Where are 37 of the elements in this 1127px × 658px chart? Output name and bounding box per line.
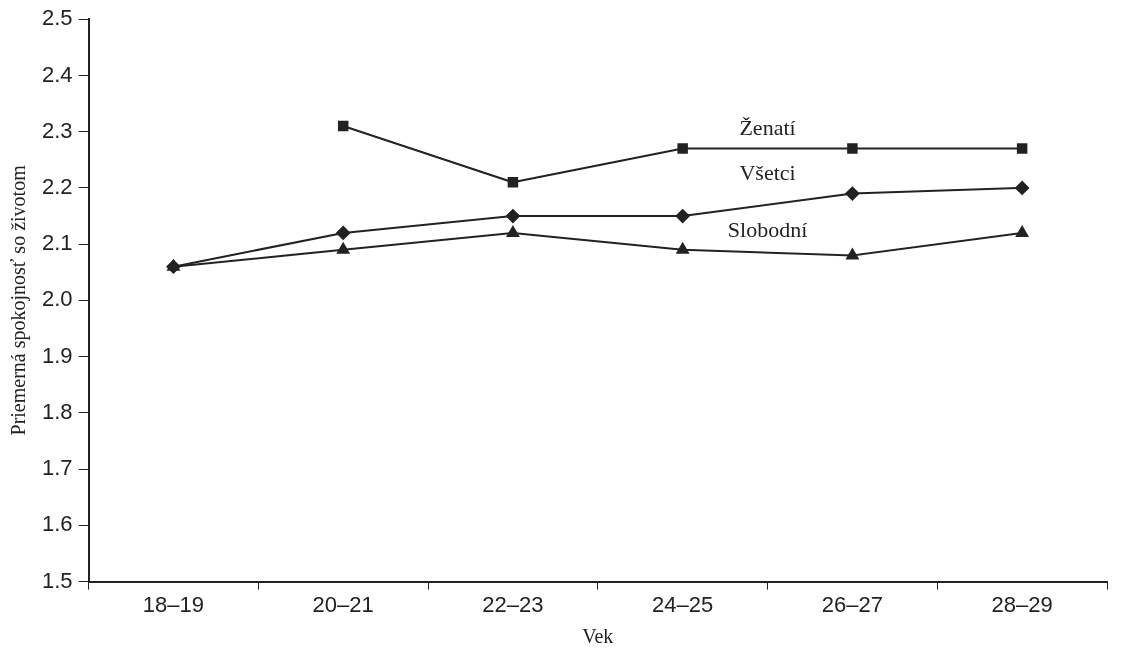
x-tick-label: 20–21 — [312, 591, 374, 617]
point — [507, 177, 519, 188]
y-axis-title: Priemerná spokojnosť so životom — [7, 164, 31, 436]
y-tick-label: 1.7 — [41, 455, 73, 481]
y-tick-label: 2.1 — [41, 230, 73, 256]
point — [336, 225, 351, 240]
point — [506, 225, 520, 237]
point — [675, 209, 690, 224]
y-tick-label: 1.9 — [41, 342, 73, 368]
series-label: Ženatí — [739, 115, 796, 141]
point — [846, 248, 859, 260]
x-tick-label: 28–29 — [991, 591, 1053, 617]
point — [337, 120, 349, 132]
point — [676, 242, 689, 254]
x-axis-title: Vek — [582, 625, 614, 648]
point — [1016, 143, 1028, 154]
y-tick-label: 2.3 — [41, 117, 73, 143]
x-tick-label: 18–19 — [142, 591, 205, 617]
point — [677, 143, 688, 154]
y-tick-label: 2.0 — [41, 286, 73, 312]
y-tick-label: 2.2 — [41, 173, 73, 199]
x-tick-label: 22–23 — [482, 591, 544, 617]
point — [845, 186, 860, 201]
series-label: Všetci — [739, 160, 796, 186]
x-tick-label: 26–27 — [821, 591, 883, 617]
point — [847, 143, 858, 154]
y-tick-label: 1.8 — [41, 398, 73, 424]
x-tick-label: 24–25 — [652, 591, 714, 617]
point — [1015, 180, 1030, 195]
point — [1015, 225, 1029, 237]
point — [505, 209, 520, 224]
y-tick-label: 2.4 — [41, 61, 73, 87]
series-label: Slobodní — [727, 216, 808, 242]
point — [336, 242, 350, 254]
y-tick-label: 1.6 — [41, 511, 73, 537]
y-tick-label: 2.5 — [41, 5, 73, 31]
y-tick-label: 1.5 — [41, 567, 73, 593]
